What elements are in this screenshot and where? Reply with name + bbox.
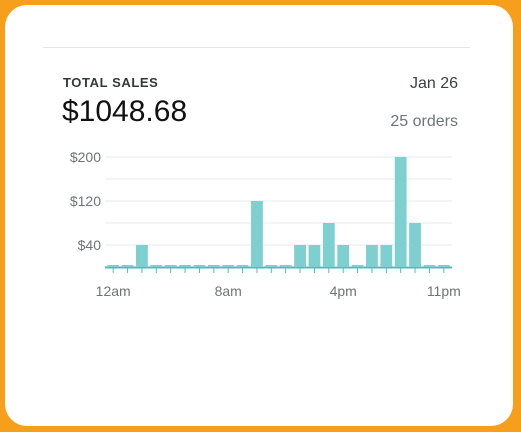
widget-title: TOTAL SALES (63, 75, 159, 90)
bar (337, 245, 350, 267)
bar (136, 245, 148, 267)
y-tick-label: $200 (70, 149, 101, 165)
total-amount: $1048.68 (62, 95, 188, 128)
x-tick-label: 11pm (427, 283, 461, 299)
y-tick-label: $120 (70, 193, 101, 209)
bar (380, 245, 393, 267)
bar (121, 265, 134, 267)
bar (251, 201, 263, 267)
orders-count: 25 orders (390, 113, 458, 130)
bar (394, 157, 407, 267)
bar (294, 245, 306, 267)
bar (366, 245, 378, 267)
bar (164, 265, 177, 267)
bar (308, 245, 321, 267)
x-tick-label: 12am (96, 283, 131, 299)
bar (265, 265, 278, 267)
bar (409, 223, 421, 267)
divider (43, 47, 470, 48)
bar (423, 265, 436, 267)
date-label: Jan 26 (409, 75, 458, 92)
bar (222, 265, 235, 267)
bar (351, 265, 364, 267)
bar (279, 265, 292, 267)
bar (437, 265, 450, 267)
bar (179, 265, 191, 267)
bar (236, 265, 249, 267)
bar (322, 223, 335, 267)
bar (107, 265, 120, 267)
x-tick-label: 8am (215, 283, 242, 299)
bar (193, 265, 206, 267)
bar (207, 265, 220, 267)
bar (150, 265, 163, 267)
x-tick-label: 4pm (330, 283, 357, 299)
y-tick-label: $40 (78, 237, 102, 253)
